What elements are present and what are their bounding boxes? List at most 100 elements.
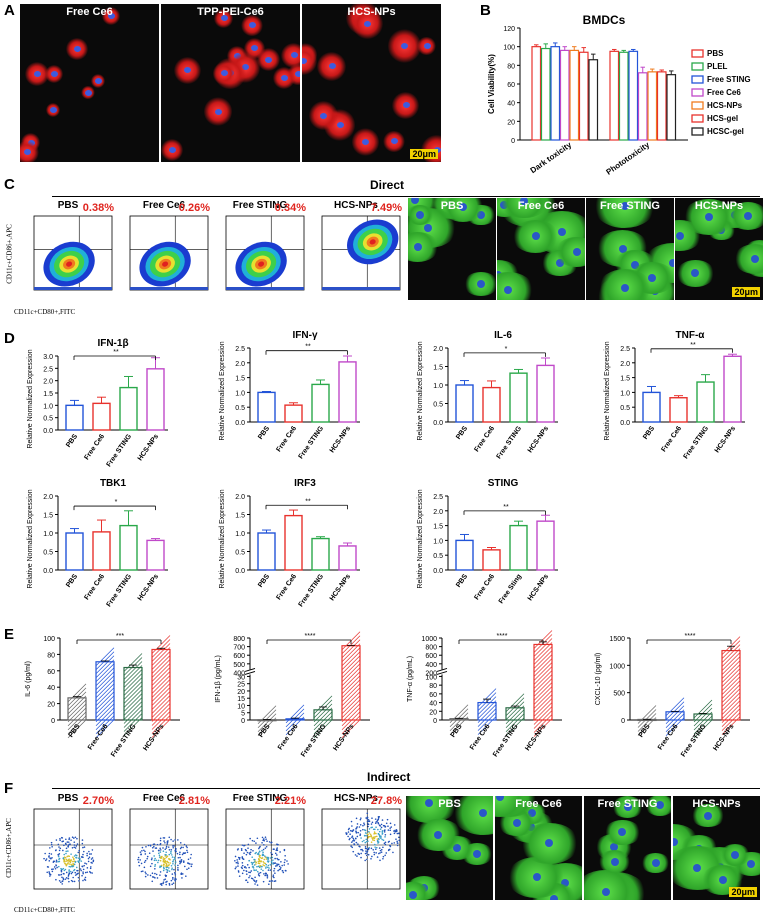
- event-dot: [63, 856, 66, 858]
- y-tick-label: 20: [429, 709, 437, 716]
- hatch-line: [151, 683, 171, 702]
- cell-nucleus: [416, 210, 425, 219]
- x-category-label: Free STING: [298, 573, 326, 609]
- y-tick-label: 0: [511, 138, 515, 145]
- event-dot: [78, 849, 81, 852]
- event-dot: [179, 860, 181, 863]
- event-dot: [185, 875, 187, 877]
- micrograph-title: TPP-PEI-Ce6: [197, 6, 264, 18]
- event-dot: [347, 835, 349, 838]
- event-dot: [165, 881, 167, 883]
- event-dot: [241, 862, 244, 864]
- hatch-line: [67, 703, 87, 723]
- cell-nucleus: [718, 875, 727, 884]
- event-dot: [236, 848, 239, 851]
- event-dot: [83, 846, 86, 848]
- cell-nucleus: [558, 228, 567, 237]
- event-dot: [267, 869, 270, 871]
- event-dot: [255, 863, 257, 865]
- micrograph: Free Ce6: [495, 796, 582, 900]
- hatch-line: [665, 705, 685, 725]
- hatch-line: [123, 689, 143, 708]
- y-tick-label: 500: [613, 691, 625, 698]
- event-dot: [382, 857, 384, 860]
- event-dot: [180, 860, 183, 863]
- event-dot: [269, 869, 272, 871]
- hatch-line: [505, 705, 525, 725]
- event-dot: [91, 862, 93, 864]
- hatch-line: [95, 647, 115, 667]
- significance-marker: **: [113, 349, 119, 356]
- event-dot: [353, 839, 355, 841]
- event-dot: [82, 871, 84, 873]
- event-dot: [173, 858, 176, 860]
- event-dot: [84, 871, 87, 874]
- y-tick-label: 1.0: [235, 390, 245, 397]
- event-dot: [277, 863, 280, 866]
- event-dot: [389, 827, 391, 829]
- event-dot: [352, 829, 355, 831]
- event-dot: [179, 851, 181, 854]
- event-dot: [62, 840, 65, 842]
- flow-plot-title: Free STING: [232, 200, 288, 211]
- axis-break-mark: [436, 670, 448, 675]
- flow-plot-svg: [225, 808, 305, 890]
- event-dot: [48, 872, 51, 875]
- event-dot: [379, 859, 381, 862]
- panel-label-c: C: [4, 176, 15, 193]
- event-dot: [234, 867, 237, 870]
- hatch-line: [123, 685, 143, 704]
- event-dot: [84, 876, 87, 879]
- panel-c-xaxis-label: CD11c+CD80+,FITC: [14, 308, 76, 316]
- significance-marker: ***: [116, 633, 124, 640]
- event-dot: [180, 859, 183, 861]
- bar: [311, 537, 330, 571]
- event-dot: [171, 856, 174, 858]
- event-dot: [186, 849, 188, 852]
- scale-bar: 20μm: [729, 887, 757, 897]
- event-dot: [71, 871, 74, 874]
- event-dot: [273, 870, 275, 872]
- cell-nucleus: [169, 147, 177, 154]
- event-dot: [255, 842, 257, 844]
- event-dot: [82, 868, 85, 871]
- event-dot: [373, 837, 376, 840]
- event-dot: [243, 869, 245, 872]
- event-dot: [272, 859, 274, 861]
- bar: [257, 391, 276, 423]
- event-dot: [144, 853, 147, 855]
- event-dot: [234, 855, 237, 858]
- event-dot: [170, 852, 172, 855]
- flow-plot-frame: [33, 808, 113, 890]
- event-dot: [389, 829, 392, 832]
- event-dot: [377, 817, 380, 819]
- cell-nucleus: [503, 285, 512, 294]
- bar: [455, 384, 474, 423]
- flow-plot-title: HCS-NPs: [334, 793, 378, 804]
- event-dot: [262, 848, 265, 851]
- bar: [637, 72, 648, 141]
- event-dot: [255, 881, 257, 883]
- event-dot: [274, 872, 276, 874]
- event-dot: [186, 846, 188, 849]
- event-dot: [50, 841, 53, 844]
- bar: [569, 49, 580, 141]
- significance-marker: **: [305, 344, 311, 351]
- event-dot: [181, 877, 183, 879]
- event-dot: [50, 853, 53, 855]
- event-dot: [373, 836, 375, 838]
- event-dot: [275, 849, 278, 852]
- hatch-line: [341, 719, 361, 738]
- event-dot: [190, 865, 193, 868]
- cell-nucleus: [33, 71, 41, 78]
- event-dot: [366, 833, 369, 835]
- hatch-line: [533, 714, 553, 733]
- x-category-label: PBS: [257, 425, 271, 441]
- event-dot: [164, 848, 167, 851]
- event-dot: [170, 879, 173, 882]
- y-axis-label: IL-6 (pg/ml): [25, 661, 32, 697]
- bar: [696, 381, 715, 423]
- event-dot: [68, 855, 71, 858]
- event-dot: [140, 853, 142, 856]
- event-dot: [88, 853, 91, 855]
